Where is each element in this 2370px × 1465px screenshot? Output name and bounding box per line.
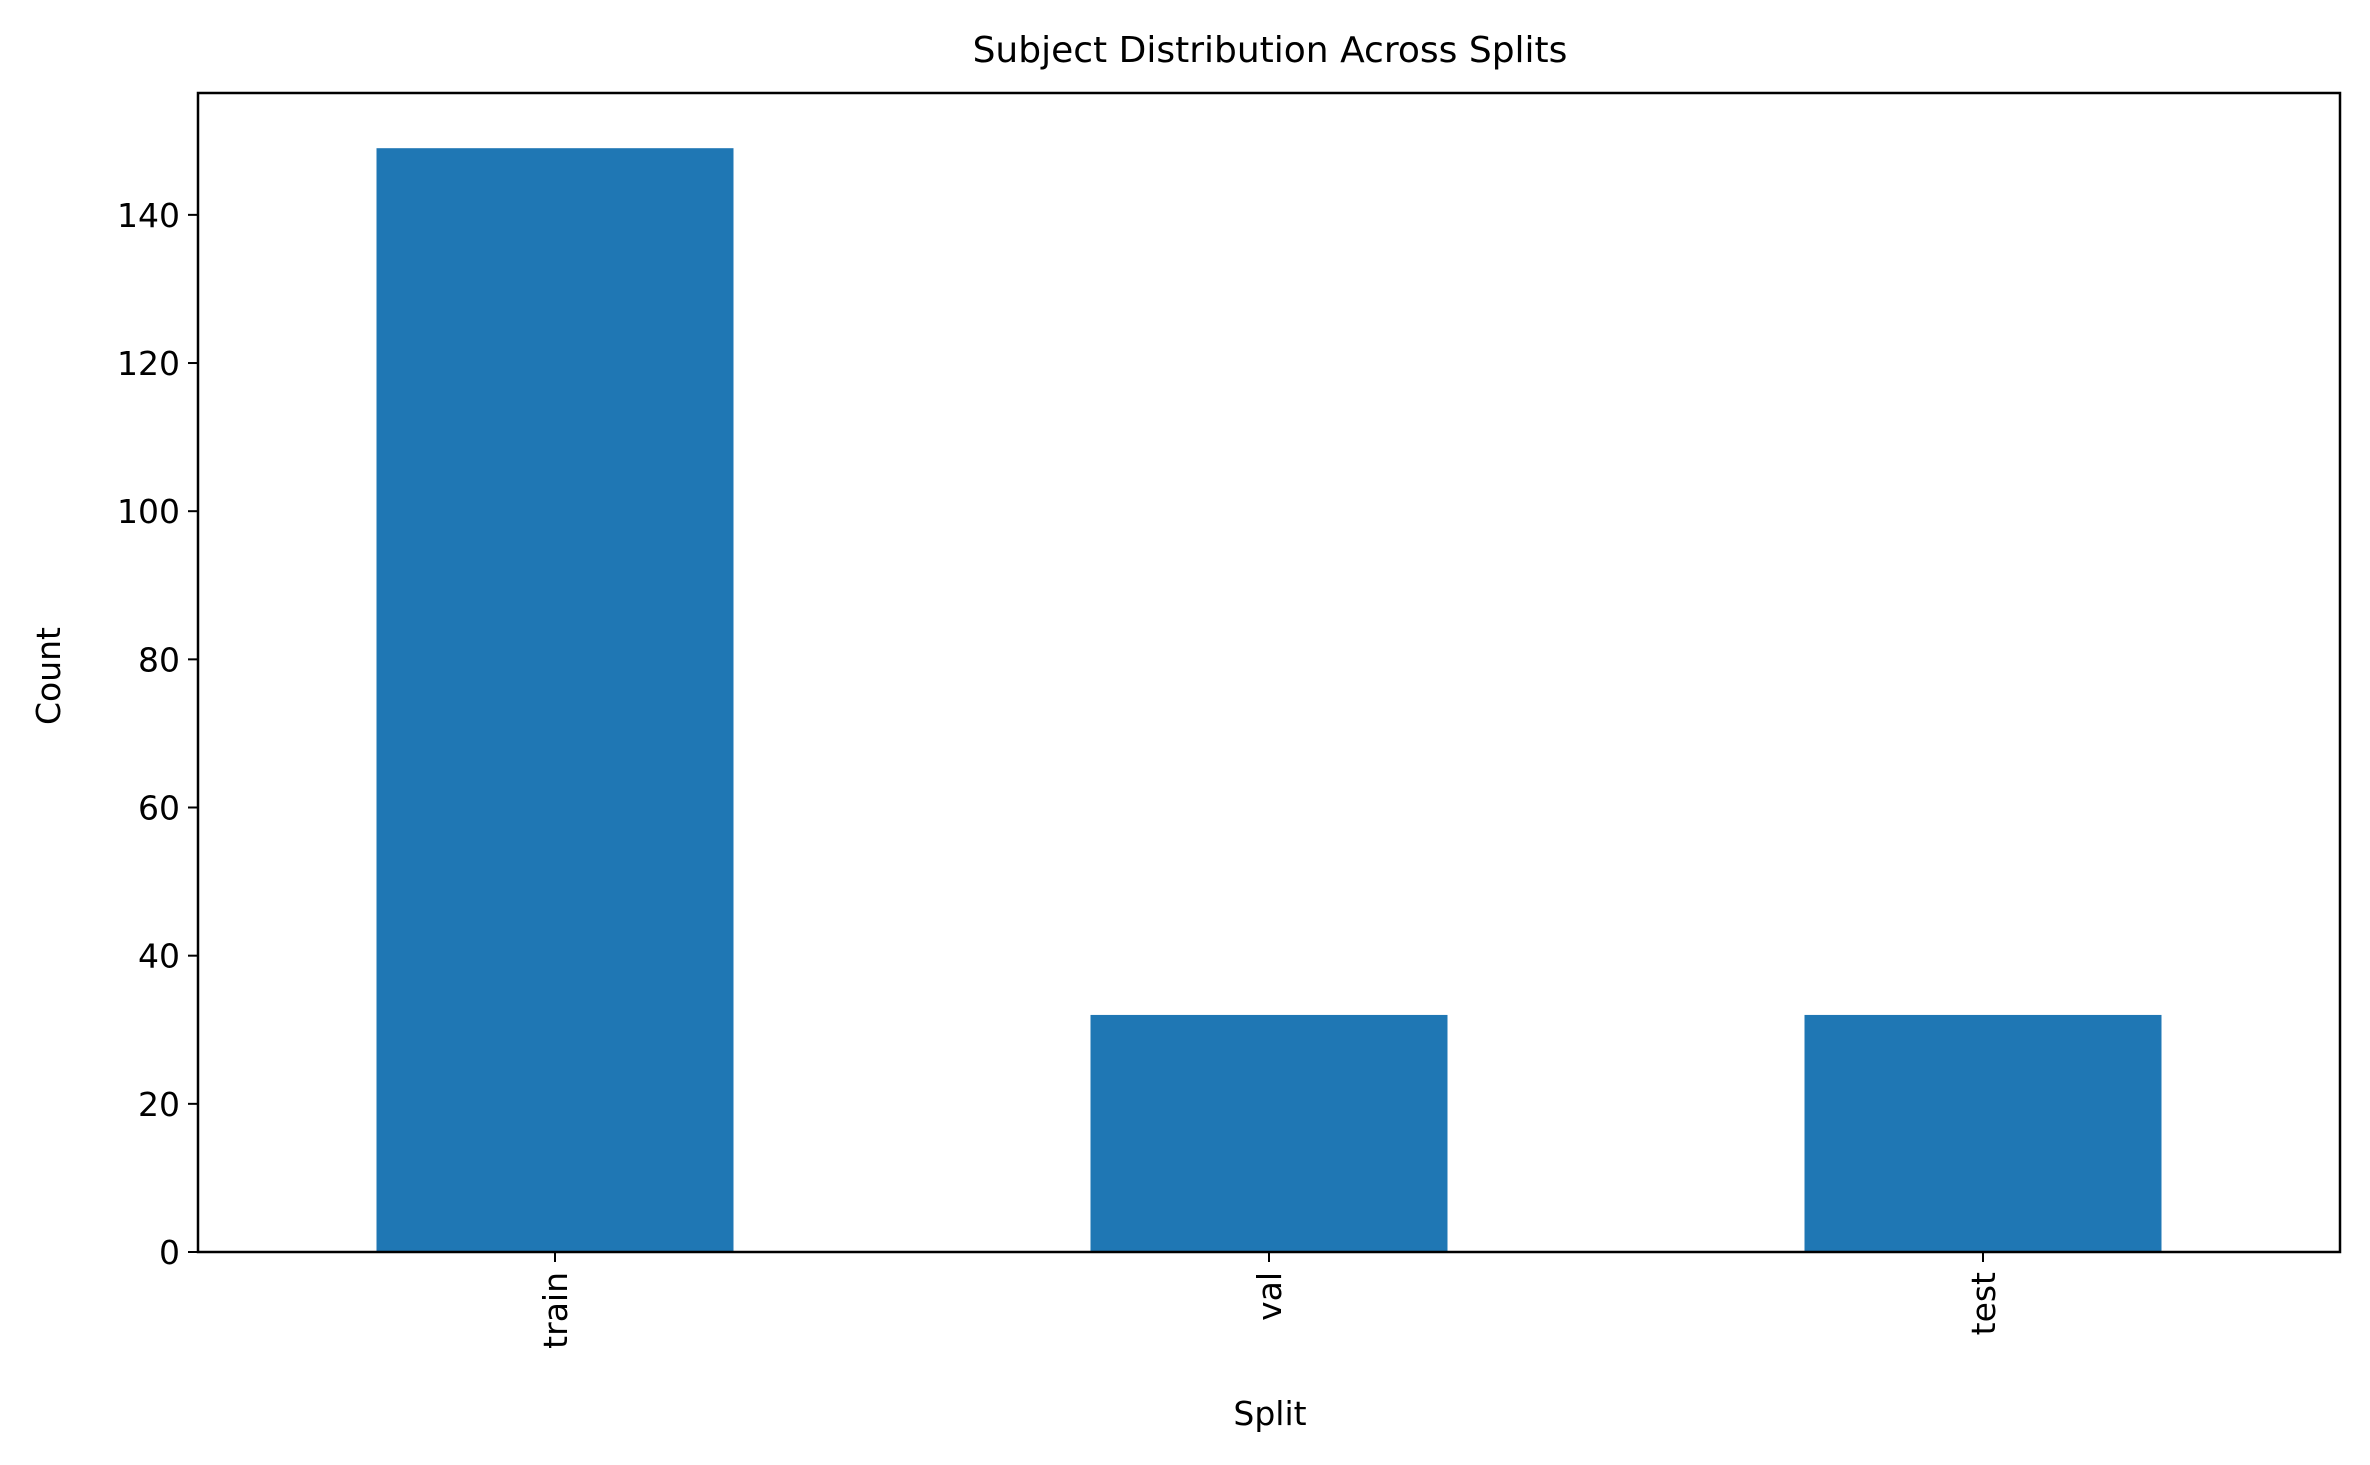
y-tick-label: 140 <box>117 196 180 235</box>
bars-layer <box>376 148 2162 1253</box>
y-tick-label: 80 <box>138 640 180 679</box>
y-axis-label: Count <box>29 627 68 725</box>
bar-train <box>376 148 734 1253</box>
x-axis-label: Split <box>1233 1394 1306 1433</box>
bar-val <box>1090 1014 1448 1252</box>
y-tick-label: 120 <box>117 344 180 383</box>
y-tick-label: 0 <box>159 1233 180 1272</box>
y-tick-label: 60 <box>138 789 180 828</box>
y-axis: 0 20 40 60 80 100 120 140 <box>117 196 198 1272</box>
y-tick-label: 40 <box>138 937 180 976</box>
x-tick-label: test <box>1964 1272 2003 1335</box>
y-tick-label: 100 <box>117 492 180 531</box>
plot-area-frame <box>196 91 2342 1254</box>
bar-test <box>1804 1014 2162 1252</box>
x-tick-label: train <box>536 1272 575 1349</box>
y-tick-label: 20 <box>138 1085 180 1124</box>
x-tick-label: val <box>1250 1272 1289 1321</box>
x-axis: train val test <box>536 1252 2003 1349</box>
chart-title: Subject Distribution Across Splits <box>973 30 1568 71</box>
